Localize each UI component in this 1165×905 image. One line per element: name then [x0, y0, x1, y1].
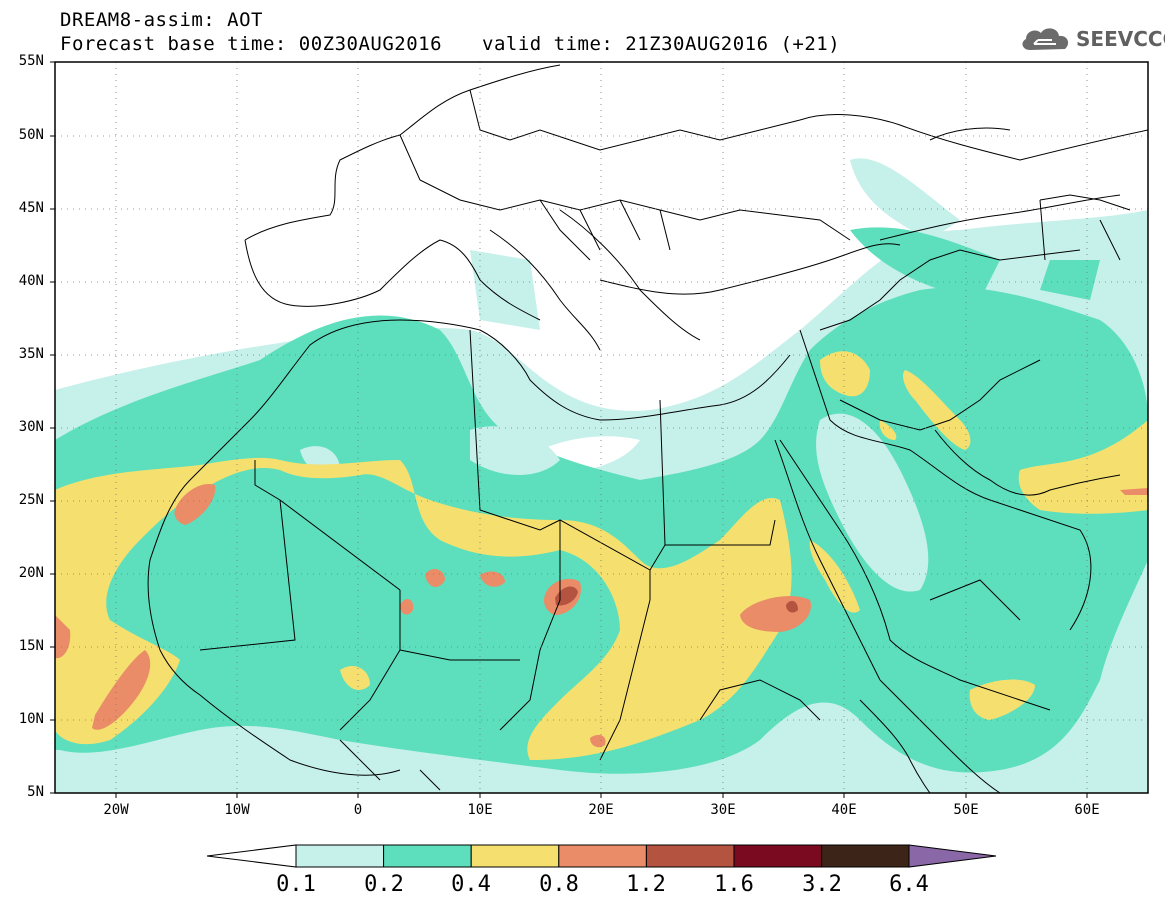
lat-label-25n: 25N: [18, 492, 44, 508]
map-title: DREAM8-assim: AOT: [60, 9, 263, 31]
aot-shading: [55, 62, 1148, 793]
lon-label-10w: 10W: [224, 802, 250, 818]
colorbar-label: 1.6: [714, 872, 754, 897]
lat-label-20n: 20N: [18, 565, 44, 581]
colorbar-label: 6.4: [889, 872, 929, 897]
lat-label-40n: 40N: [18, 273, 44, 289]
colorbar-label: 1.2: [626, 872, 666, 897]
lon-label-20e: 20E: [588, 802, 614, 818]
lon-label-30e: 30E: [710, 802, 736, 818]
lat-label-5n: 5N: [27, 784, 44, 800]
lon-label-50e: 50E: [953, 802, 979, 818]
colorbar-label: 0.4: [451, 872, 491, 897]
colorbar-swatch: [470, 844, 560, 868]
cloud-icon: [1022, 28, 1069, 50]
logo-text: SEEVCCC: [1076, 27, 1165, 51]
lat-label-45n: 45N: [18, 200, 44, 216]
colorbar-label: 0.1: [276, 872, 316, 897]
colorbar-swatch: [733, 844, 823, 868]
lat-label-30n: 30N: [18, 419, 44, 435]
lat-label-10n: 10N: [18, 711, 44, 727]
valid-time: valid time: 21Z30AUG2016 (+21): [482, 33, 841, 55]
lon-label-10e: 10E: [467, 802, 493, 818]
graticule: [55, 62, 1148, 793]
colorbar-label: 3.2: [802, 872, 842, 897]
colorbar-label: 0.2: [364, 872, 404, 897]
colorbar-low-arrow: [206, 844, 297, 868]
lon-label-60e: 60E: [1074, 802, 1100, 818]
colorbar-swatch: [383, 844, 472, 868]
lat-label-50n: 50N: [18, 127, 44, 143]
lat-label-35n: 35N: [18, 346, 44, 362]
lon-label-40e: 40E: [831, 802, 857, 818]
colorbar-swatch: [645, 844, 735, 868]
seevccc-logo: SEEVCCC: [1018, 22, 1165, 56]
forecast-base-time: Forecast base time: 00Z30AUG2016: [60, 33, 443, 55]
colorbar-swatch: [295, 844, 385, 868]
lat-label-55n: 55N: [18, 53, 44, 69]
colorbar: [206, 844, 997, 868]
lon-label-20w: 20W: [103, 802, 129, 818]
colorbar-high-arrow: [908, 844, 997, 868]
colorbar-swatch: [821, 844, 910, 868]
colorbar-swatch: [558, 844, 647, 868]
axis-ticks: [50, 61, 1088, 798]
country-borders: [147, 64, 1148, 793]
lat-label-15n: 15N: [18, 638, 44, 654]
lon-label-0: 0: [353, 802, 363, 818]
colorbar-label: 0.8: [539, 872, 579, 897]
